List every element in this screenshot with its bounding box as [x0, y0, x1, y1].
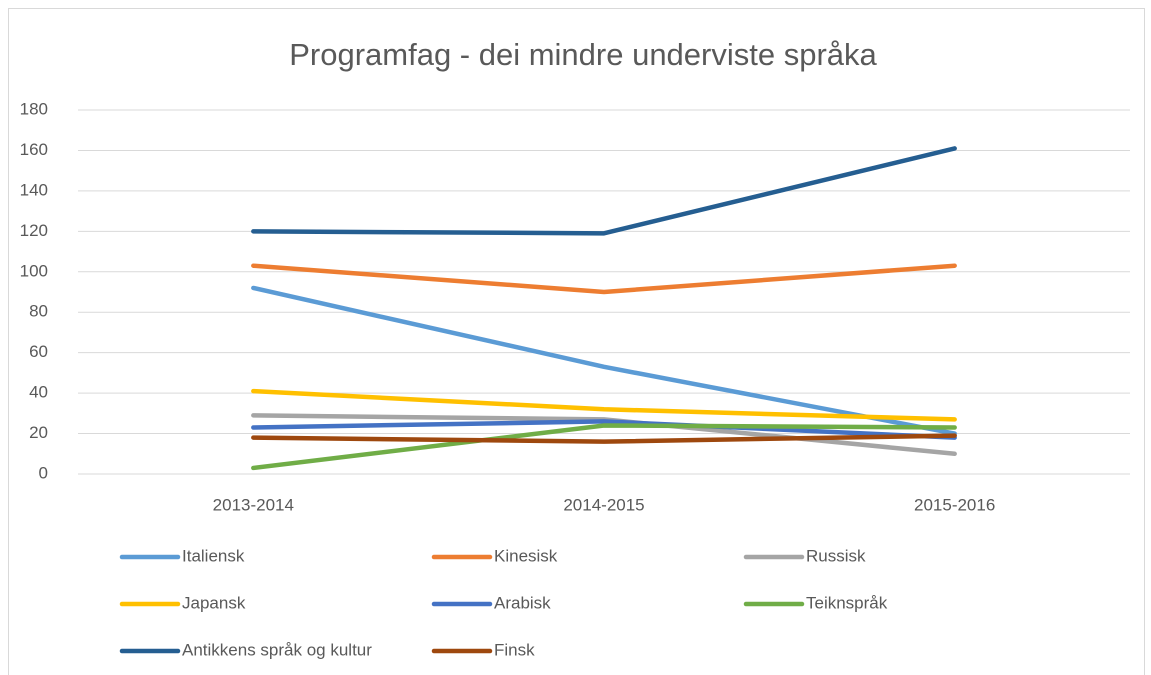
legend-label: Japansk: [182, 593, 246, 612]
legend-label: Arabisk: [494, 593, 551, 612]
chart-title: Programfag - dei mindre underviste språk…: [289, 37, 877, 72]
y-tick-label: 0: [39, 463, 48, 482]
series-line: [251, 285, 957, 436]
chart-border: [8, 8, 1145, 675]
x-tick-label: 2014-2015: [563, 495, 644, 514]
series-line: [251, 263, 957, 295]
series-line: [251, 388, 957, 422]
legend-label: Teiknspråk: [806, 593, 888, 612]
legend-label: Kinesisk: [494, 546, 558, 565]
y-tick-label: 40: [29, 383, 48, 402]
y-tick-label: 80: [29, 302, 48, 321]
x-tick-label: 2015-2016: [914, 495, 995, 514]
y-tick-label: 60: [29, 342, 48, 361]
legend-label: Antikkens språk og kultur: [182, 640, 372, 659]
y-tick-label: 120: [20, 221, 48, 240]
y-tick-label: 140: [20, 180, 48, 199]
series-line: [251, 419, 957, 440]
y-tick-label: 180: [20, 99, 48, 118]
y-tick-label: 20: [29, 423, 48, 442]
legend-label: Italiensk: [182, 546, 245, 565]
series-line: [251, 433, 957, 444]
series-line: [251, 423, 957, 471]
legend-label: Russisk: [806, 546, 866, 565]
y-tick-label: 160: [20, 140, 48, 159]
series-line: [251, 146, 957, 236]
y-tick-label: 100: [20, 261, 48, 280]
legend-label: Finsk: [494, 640, 535, 659]
x-tick-label: 2013-2014: [213, 495, 294, 514]
